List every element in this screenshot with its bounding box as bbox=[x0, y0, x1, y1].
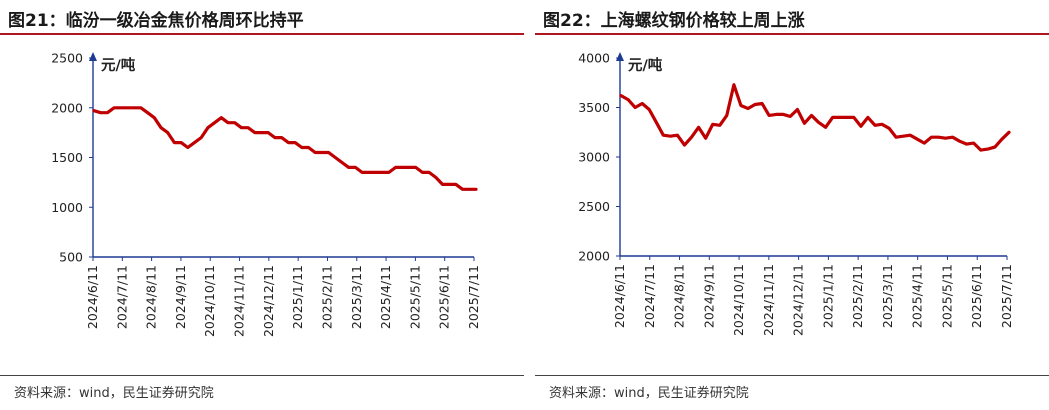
right-price-series-line bbox=[619, 83, 1011, 152]
left-x-tick-label: 2025/6/11 bbox=[437, 265, 452, 329]
right-x-tick-label: 2024/6/11 bbox=[612, 264, 627, 328]
right-x-tick-label: 2025/2/11 bbox=[850, 264, 865, 328]
left-x-tick-label: 2024/11/11 bbox=[232, 265, 247, 337]
right-x-tick-label: 2024/7/11 bbox=[642, 264, 657, 328]
left-x-tick-label: 2024/9/11 bbox=[173, 265, 188, 329]
right-x-tick-label: 2025/7/11 bbox=[999, 264, 1014, 328]
left-title-row: 图21：临汾一级冶金焦价格周环比持平 bbox=[0, 0, 524, 36]
right-x-tick-label: 2025/3/11 bbox=[880, 264, 895, 328]
right-y-tick-label: 2000 bbox=[578, 249, 610, 264]
right-title-row: 图22：上海螺纹钢价格较上周上涨 bbox=[535, 0, 1049, 36]
right-chart-title: 图22：上海螺纹钢价格较上周上涨 bbox=[543, 11, 805, 31]
left-y-tick-label: 500 bbox=[59, 250, 83, 265]
right-x-tick-label: 2025/6/11 bbox=[969, 264, 984, 328]
right-source-text: 资料来源：wind，民生证券研究院 bbox=[549, 386, 749, 401]
left-x-tick-label: 2024/7/11 bbox=[114, 265, 129, 329]
right-x-tick-label: 2024/12/11 bbox=[791, 264, 806, 336]
left-x-tick-label: 2025/2/11 bbox=[319, 265, 334, 329]
left-price-series-line bbox=[92, 106, 478, 191]
left-source-text: 资料来源：wind，民生证券研究院 bbox=[14, 386, 214, 401]
right-y-axis-label: 元/吨 bbox=[628, 56, 663, 74]
left-y-axis-arrow bbox=[89, 52, 97, 61]
left-x-tick-label: 2025/7/11 bbox=[466, 265, 481, 329]
right-x-tick-label: 2025/4/11 bbox=[910, 264, 925, 328]
left-x-tick-label: 2025/5/11 bbox=[407, 265, 422, 329]
left-x-tick-label: 2024/8/11 bbox=[144, 265, 159, 329]
left-line-chart: 元/吨 500 1000 1500 2000 2500 2024/6/11 2024/7/11… bbox=[51, 51, 481, 338]
left-x-tick-label: 2025/1/11 bbox=[290, 265, 305, 329]
left-y-tick-label: 2000 bbox=[51, 100, 83, 115]
right-y-tick-label: 2500 bbox=[578, 199, 610, 214]
right-x-tick-label: 2024/10/11 bbox=[731, 264, 746, 336]
left-chart-title: 图21：临汾一级冶金焦价格周环比持平 bbox=[8, 11, 304, 31]
right-chart-panel: 图22：上海螺纹钢价格较上周上涨 元/吨 2000 2500 3000 3500 4000… bbox=[535, 0, 1049, 410]
right-x-tick-label: 2024/8/11 bbox=[672, 264, 687, 328]
left-title-rule bbox=[0, 33, 524, 35]
right-x-tick-label: 2024/11/11 bbox=[761, 264, 776, 336]
right-source-rule bbox=[535, 375, 1049, 376]
left-source-rule bbox=[0, 375, 524, 376]
right-x-tick-label: 2025/1/11 bbox=[820, 264, 835, 328]
right-line-chart: 元/吨 2000 2500 3000 3500 4000 2024/6/11 2024/7/1… bbox=[578, 51, 1014, 337]
left-y-tick-label: 1000 bbox=[51, 200, 83, 215]
right-x-tick-label: 2024/9/11 bbox=[701, 264, 716, 328]
left-y-tick-label: 2500 bbox=[51, 51, 83, 66]
left-x-tick-label: 2025/3/11 bbox=[349, 265, 364, 329]
right-title-rule bbox=[535, 33, 1049, 35]
left-x-tick-label: 2024/6/11 bbox=[85, 265, 100, 329]
right-y-axis-arrow bbox=[616, 52, 624, 61]
left-x-tick-label: 2025/4/11 bbox=[378, 265, 393, 329]
left-chart-panel: 图21：临汾一级冶金焦价格周环比持平 元/吨 500 1000 1500 2000 250… bbox=[0, 0, 524, 410]
left-y-tick-label: 1500 bbox=[51, 150, 83, 165]
left-x-tick-label: 2024/12/11 bbox=[261, 265, 276, 337]
right-x-tick-label: 2025/5/11 bbox=[939, 264, 954, 328]
right-y-tick-label: 4000 bbox=[578, 51, 610, 66]
left-y-axis-label: 元/吨 bbox=[101, 56, 136, 74]
right-y-tick-label: 3500 bbox=[578, 100, 610, 115]
right-y-tick-label: 3000 bbox=[578, 150, 610, 165]
left-x-tick-label: 2024/10/11 bbox=[202, 265, 217, 337]
